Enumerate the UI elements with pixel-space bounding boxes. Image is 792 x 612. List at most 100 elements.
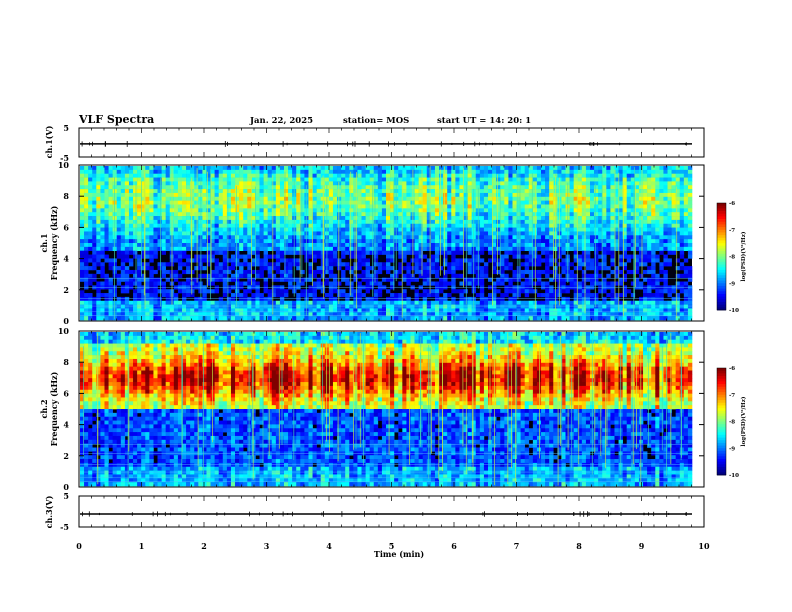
spectrogram-cell xyxy=(104,185,109,190)
spectrogram-cell xyxy=(206,177,211,182)
spectrogram-cell xyxy=(488,196,493,201)
spectrogram-cell xyxy=(300,185,305,190)
spectrogram-cell xyxy=(235,231,240,236)
spectrogram-cell xyxy=(439,212,444,217)
spectrogram-cell xyxy=(536,166,542,171)
spectrogram-cell xyxy=(369,192,375,198)
spectrogram-cell xyxy=(422,181,428,186)
spectrogram-cell xyxy=(626,243,632,248)
spectrogram-cell xyxy=(377,177,383,182)
spectrogram-cell xyxy=(357,300,362,305)
spectrogram-cell xyxy=(414,277,419,282)
spectrogram-cell xyxy=(602,312,607,317)
spectrogram-cell xyxy=(524,316,530,321)
spectrogram-cell xyxy=(226,223,232,228)
spectrogram-cell xyxy=(365,227,370,232)
spectrogram-cell xyxy=(402,231,407,236)
spectrogram-cell xyxy=(390,173,395,178)
spectrogram-cell xyxy=(271,192,277,198)
spectrogram-cell xyxy=(222,316,228,321)
spectrogram-cell xyxy=(145,304,150,309)
spectrogram-cell xyxy=(365,281,370,286)
spectrogram-cell xyxy=(512,243,517,248)
spectrogram-cell xyxy=(610,246,615,251)
spectrogram-cell xyxy=(500,216,505,221)
spectrogram-cell xyxy=(434,212,440,217)
spectrogram-cell xyxy=(357,219,362,225)
spectrogram-cell xyxy=(316,216,322,221)
spectrogram-cell xyxy=(243,208,248,213)
spectrogram-cell xyxy=(536,246,542,251)
spectrogram-cell xyxy=(577,223,583,228)
spectrogram-cell xyxy=(581,312,587,317)
spectrogram-cell xyxy=(590,227,595,232)
spectrogram-cell xyxy=(120,277,126,282)
spectrogram-cell xyxy=(426,173,432,178)
spectrogram-cell xyxy=(381,200,387,205)
spectrogram-cell xyxy=(581,185,587,190)
spectrogram-cell xyxy=(634,216,640,221)
spectrogram-cell xyxy=(581,227,587,232)
spectrogram-cell xyxy=(218,227,224,232)
spectrogram-cell xyxy=(137,269,142,275)
spectrogram-cell xyxy=(173,273,179,278)
spectrogram-cell xyxy=(108,277,113,282)
spectrogram-cell xyxy=(194,296,199,302)
spectrogram-cell xyxy=(475,308,481,313)
spectrogram-cell xyxy=(349,289,354,294)
spectrogram-cell xyxy=(296,212,301,217)
spectrogram-cell xyxy=(230,258,236,263)
spectrogram-cell xyxy=(259,200,264,205)
spectrogram-cell xyxy=(524,246,530,251)
spectrogram-cell xyxy=(467,250,472,255)
spectrogram-cell xyxy=(541,293,546,298)
spectrogram-cell xyxy=(524,169,530,174)
spectrogram-cell xyxy=(292,173,297,178)
spectrogram-cell xyxy=(377,239,383,244)
spectrogram-cell xyxy=(504,173,509,178)
spectrogram-cell xyxy=(504,208,509,213)
spectrogram-cell xyxy=(528,258,534,263)
spectrogram-cell xyxy=(218,212,224,217)
spectrogram-cell xyxy=(475,185,481,190)
spectrogram-cell xyxy=(598,185,603,190)
spectrogram-cell xyxy=(271,308,277,313)
spectrogram-cell xyxy=(394,300,399,305)
spectrogram-cell xyxy=(116,189,122,194)
spectrogram-cell xyxy=(561,227,566,232)
spectrogram-cell xyxy=(124,227,130,232)
spectrogram-cell xyxy=(96,181,101,186)
spectrogram-cell xyxy=(602,231,607,236)
spectrogram-cell xyxy=(177,192,183,198)
spectrogram-cell xyxy=(300,316,305,321)
spectrogram-cell xyxy=(536,192,542,198)
spectrogram-cell xyxy=(328,169,334,174)
spectrogram-cell xyxy=(504,227,509,232)
spectrogram-cell xyxy=(569,239,574,244)
spectrogram-cell xyxy=(349,185,354,190)
spectrogram-cell xyxy=(541,227,546,232)
spectrogram-cell xyxy=(630,304,636,309)
spectrogram-cell xyxy=(512,289,517,294)
spectrogram-cell xyxy=(590,181,595,186)
spectrogram-cell xyxy=(124,216,130,221)
spectrogram-cell xyxy=(569,223,574,228)
spectrogram-cell xyxy=(263,258,268,263)
spectrogram-cell xyxy=(206,181,211,186)
spectrogram-cell xyxy=(622,266,628,271)
spectrogram-cell xyxy=(528,246,534,251)
spectrogram-cell xyxy=(569,208,574,213)
spectrogram-cell xyxy=(585,316,591,321)
spectrogram-cell xyxy=(516,169,521,174)
spectrogram-cell xyxy=(124,300,130,305)
spectrogram-cell xyxy=(443,181,448,186)
spectrogram-cell xyxy=(516,189,521,194)
spectrogram-cell xyxy=(492,227,497,232)
spectrogram-cell xyxy=(88,235,93,240)
spectrogram-cell xyxy=(218,246,224,251)
spectrogram-cell xyxy=(190,304,195,309)
spectrogram-cell xyxy=(443,166,448,171)
spectrogram-cell xyxy=(296,204,301,209)
spectrogram-cell xyxy=(263,208,268,213)
spectrogram-cell xyxy=(92,300,97,305)
